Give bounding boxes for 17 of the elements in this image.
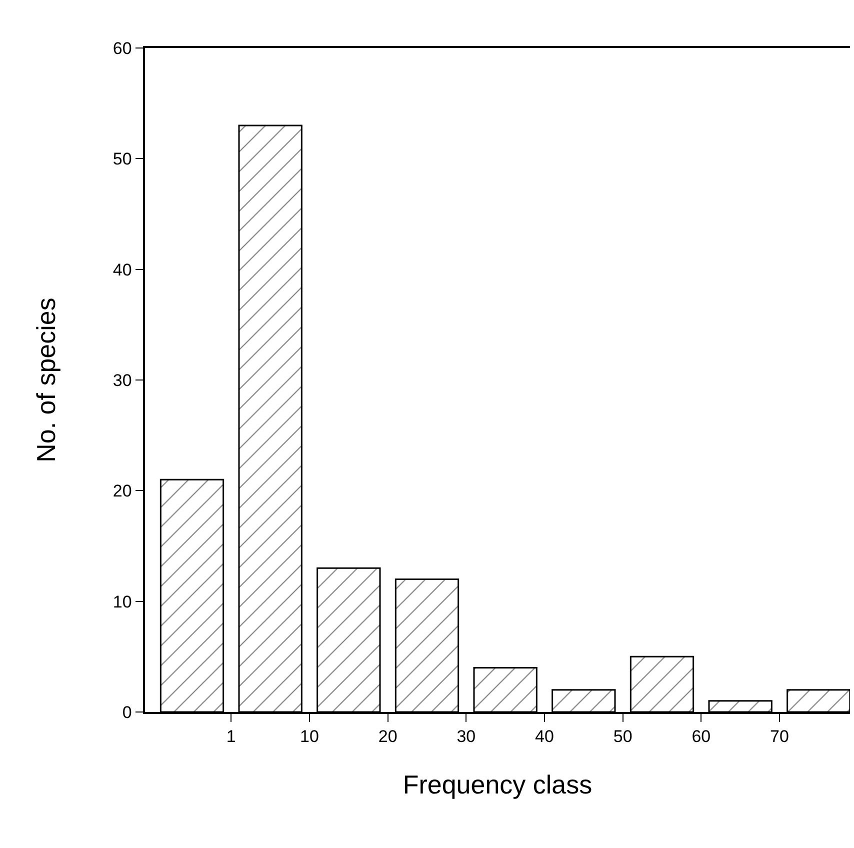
y-tick-label: 20 [112, 482, 132, 501]
x-tick-label: 1 [226, 727, 236, 746]
y-tick-label: 30 [112, 370, 132, 390]
x-tick-label: 40 [535, 727, 554, 746]
x-tick-label: 70 [770, 727, 789, 746]
y-tick-label: 10 [112, 592, 132, 612]
x-tick-label: 50 [613, 727, 632, 746]
x-tick-label: 30 [456, 727, 476, 746]
x-axis-title: Frequency class [402, 769, 592, 800]
y-axis-title: No. of species [30, 298, 61, 462]
x-tick-label: 10 [300, 727, 319, 746]
x-tick-label: 60 [692, 727, 711, 746]
y-tick-label: 40 [112, 260, 132, 280]
x-tick-label: 20 [378, 727, 398, 746]
y-tick-label: 50 [112, 150, 132, 169]
y-tick-label: 60 [112, 38, 132, 58]
y-tick-label: 0 [122, 702, 132, 722]
